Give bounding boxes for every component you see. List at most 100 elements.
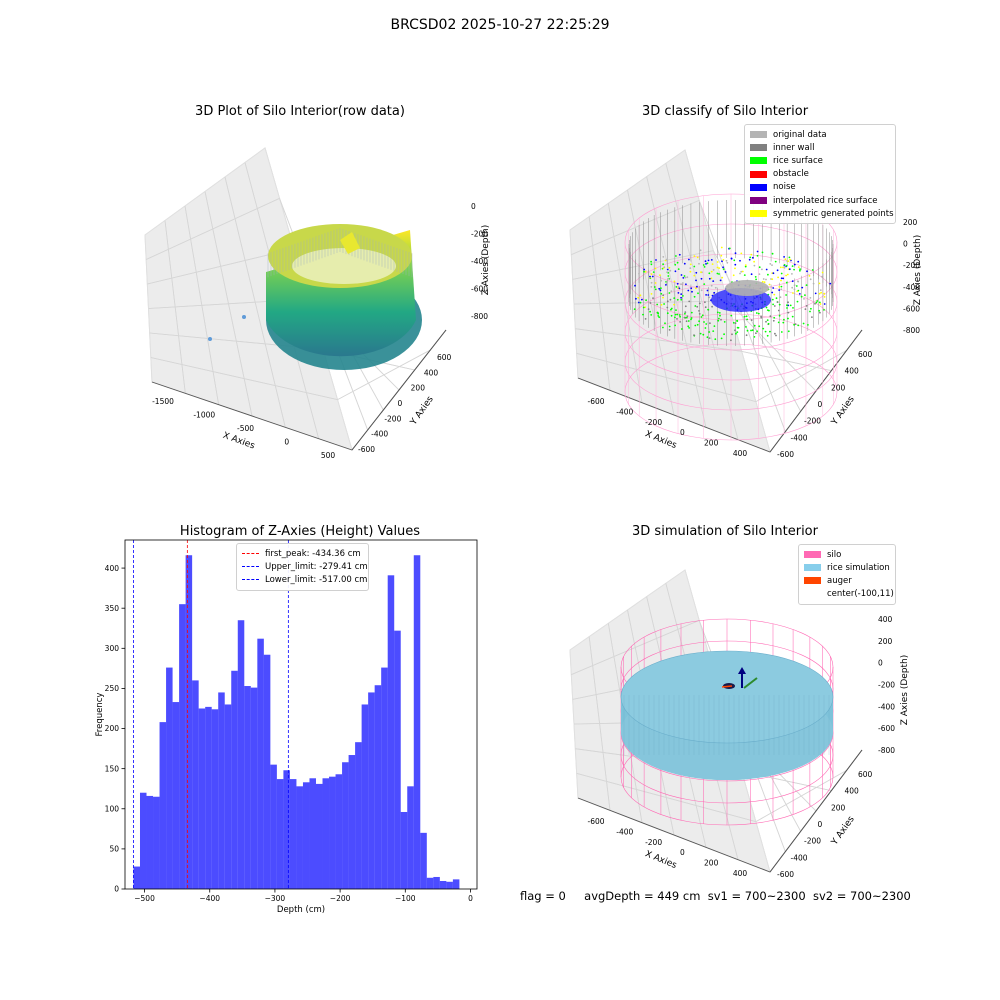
classified-point — [701, 316, 703, 318]
classified-point — [746, 315, 748, 317]
x-tick-label: 200 — [704, 859, 719, 868]
histogram-bar — [212, 709, 219, 889]
classified-point — [822, 272, 824, 274]
classified-point — [700, 271, 702, 273]
classified-point — [712, 330, 714, 332]
classified-point — [653, 271, 655, 273]
x-tick-label: 200 — [704, 439, 719, 448]
classified-point — [654, 286, 656, 288]
classified-point — [717, 312, 719, 314]
classified-point — [720, 280, 722, 282]
classified-point — [803, 323, 805, 325]
classified-point — [734, 268, 736, 270]
classified-point — [797, 261, 799, 263]
z-axis-label: Z Axies (Depth) — [900, 655, 910, 726]
classified-point — [688, 259, 690, 261]
classified-point — [726, 260, 728, 262]
classified-point — [766, 269, 768, 271]
classified-point — [789, 259, 791, 261]
classified-point — [751, 319, 753, 321]
classified-point — [759, 266, 761, 268]
classified-point — [713, 292, 715, 294]
status-sv2: sv2 = 700~2300 — [813, 889, 911, 903]
legend-item-noise: noise — [750, 181, 890, 194]
classified-point — [723, 333, 725, 335]
classified-point — [698, 320, 700, 322]
classified-point — [707, 294, 709, 296]
classified-point — [717, 320, 719, 322]
classified-point — [693, 266, 695, 268]
histogram-bar — [147, 796, 154, 889]
classified-point — [797, 301, 799, 303]
classified-point — [694, 255, 696, 257]
histogram-bar — [336, 774, 343, 889]
histogram-bar — [381, 668, 388, 889]
histogram-bar — [355, 742, 362, 889]
legend-label: noise — [773, 182, 796, 192]
histogram-bar — [388, 575, 395, 889]
classified-point — [820, 289, 822, 291]
classified-point — [703, 321, 705, 323]
classified-point — [775, 261, 777, 263]
classified-point — [733, 322, 735, 324]
classified-point — [767, 335, 769, 337]
classified-point — [765, 279, 767, 281]
classified-point — [744, 316, 746, 318]
classified-point — [707, 336, 709, 338]
classified-point — [782, 322, 784, 324]
classified-point — [829, 283, 831, 285]
classified-point — [786, 304, 788, 306]
classified-point — [679, 316, 681, 318]
classified-point — [681, 328, 683, 330]
classified-point — [673, 297, 675, 299]
classified-point — [660, 287, 662, 289]
z-tick-label: 200 — [878, 637, 893, 646]
classified-point — [705, 323, 707, 325]
x-tick-label: -600 — [587, 397, 604, 406]
histogram-bar — [179, 604, 186, 889]
x-tick-label: 500 — [321, 451, 336, 460]
plot2-legend: original data inner wall rice surface ob… — [744, 124, 896, 224]
classified-point — [772, 287, 774, 289]
y-tick-label: -600 — [777, 450, 794, 459]
classified-point — [718, 273, 720, 275]
classified-point — [788, 330, 790, 332]
classified-point — [820, 303, 822, 305]
y-tick-label: 0 — [114, 885, 119, 894]
classified-point — [769, 331, 771, 333]
legend-line — [242, 553, 259, 554]
classified-point — [669, 329, 671, 331]
legend-item-first-peak: first_peak: -434.36 cm — [242, 547, 363, 560]
classified-point — [717, 267, 719, 269]
classified-point — [717, 261, 719, 263]
status-line: flag = 0 avgDepth = 449 cm sv1 = 700~230… — [520, 889, 911, 903]
classified-point — [752, 329, 754, 331]
classified-point — [695, 287, 697, 289]
classified-point — [768, 323, 770, 325]
legend-item-center: center(-100,11) — [804, 588, 890, 601]
classified-point — [821, 276, 823, 278]
classified-point — [643, 271, 645, 273]
histogram-bar — [264, 655, 271, 889]
classified-point — [635, 298, 637, 300]
z-tick-label: 0 — [878, 659, 883, 668]
classified-point — [805, 308, 807, 310]
classified-point — [759, 273, 761, 275]
classified-point — [682, 295, 684, 297]
classified-point — [668, 278, 670, 280]
z-axis-label: Z Axies (Depth) — [481, 225, 491, 296]
classified-point — [675, 309, 677, 311]
classified-point — [778, 310, 780, 312]
x-tick-label: −400 — [199, 894, 220, 903]
classified-point — [666, 259, 668, 261]
classified-point — [749, 259, 751, 261]
classified-point — [651, 293, 653, 295]
classified-point — [648, 308, 650, 310]
classified-point — [674, 317, 676, 319]
legend-item-symmetric: symmetric generated points — [750, 207, 890, 220]
classified-point — [819, 312, 821, 314]
classified-point — [705, 260, 707, 262]
classified-point — [717, 273, 719, 275]
classified-point — [758, 313, 760, 315]
classified-point — [666, 271, 668, 273]
